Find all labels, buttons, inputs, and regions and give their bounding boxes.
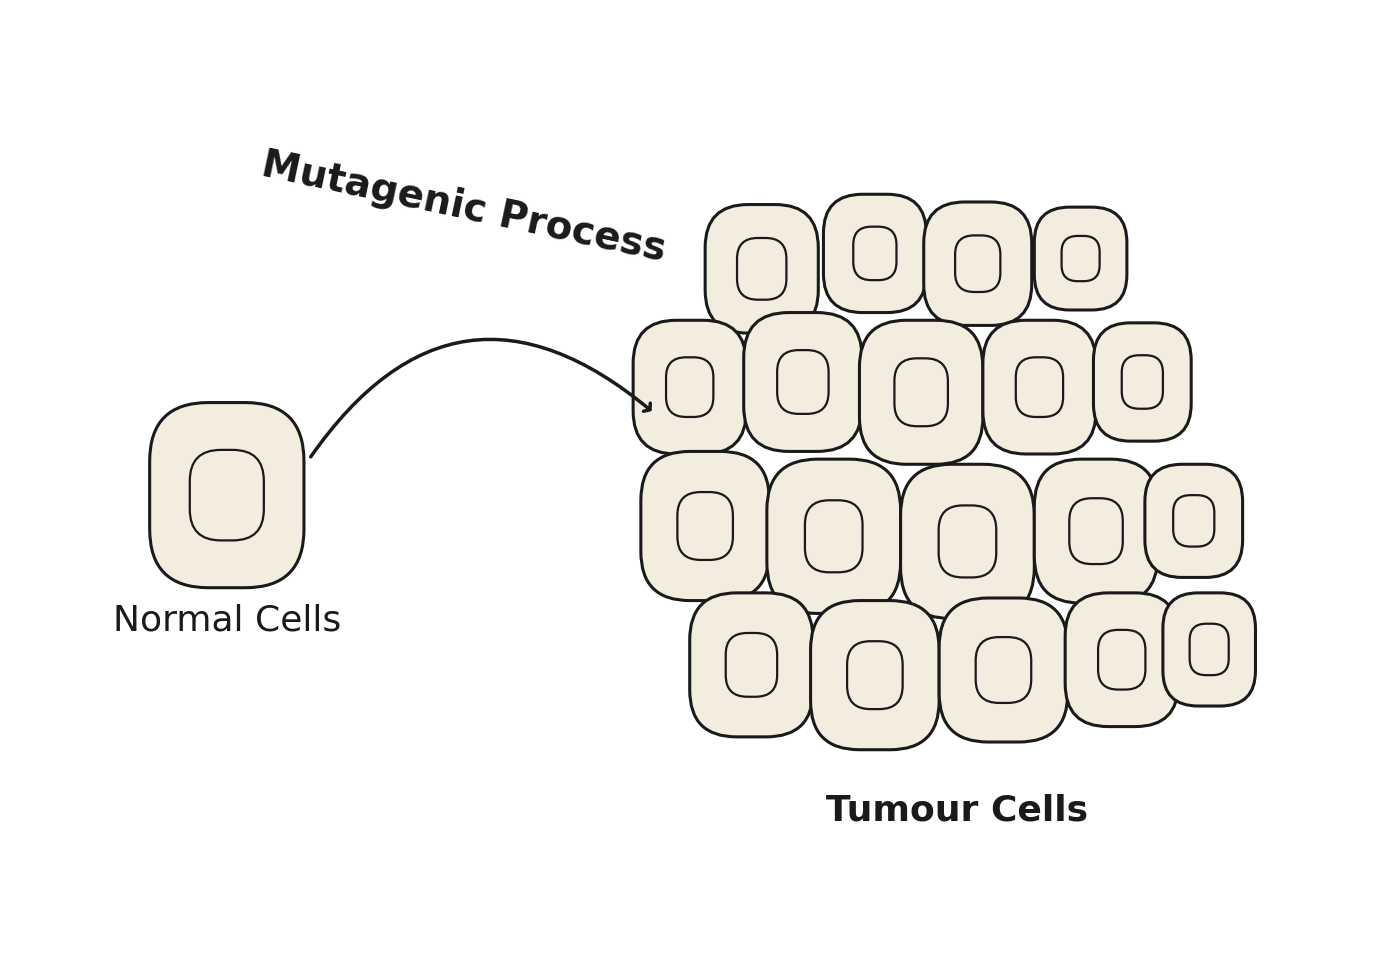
FancyBboxPatch shape: [955, 235, 1001, 292]
FancyBboxPatch shape: [853, 226, 896, 280]
FancyBboxPatch shape: [939, 598, 1068, 742]
FancyBboxPatch shape: [666, 358, 714, 416]
FancyBboxPatch shape: [1065, 593, 1179, 726]
Text: Mutagenic Process: Mutagenic Process: [258, 146, 669, 269]
FancyBboxPatch shape: [706, 205, 818, 333]
FancyBboxPatch shape: [150, 403, 304, 588]
FancyBboxPatch shape: [1121, 355, 1163, 409]
FancyBboxPatch shape: [1190, 623, 1229, 675]
FancyBboxPatch shape: [976, 637, 1032, 703]
Text: Tumour Cells: Tumour Cells: [826, 794, 1088, 827]
FancyBboxPatch shape: [1163, 593, 1256, 706]
FancyBboxPatch shape: [805, 500, 862, 572]
FancyBboxPatch shape: [1035, 207, 1127, 310]
FancyBboxPatch shape: [678, 492, 734, 560]
FancyBboxPatch shape: [1070, 498, 1123, 564]
FancyBboxPatch shape: [1098, 630, 1145, 690]
Text: Normal Cells: Normal Cells: [112, 603, 342, 637]
FancyBboxPatch shape: [1093, 322, 1191, 441]
FancyBboxPatch shape: [633, 320, 746, 454]
FancyBboxPatch shape: [938, 506, 997, 577]
FancyBboxPatch shape: [900, 465, 1035, 618]
FancyBboxPatch shape: [1173, 495, 1214, 547]
FancyBboxPatch shape: [895, 359, 948, 426]
FancyBboxPatch shape: [736, 238, 787, 300]
FancyBboxPatch shape: [641, 452, 770, 601]
FancyBboxPatch shape: [860, 320, 983, 465]
FancyBboxPatch shape: [777, 350, 829, 414]
FancyBboxPatch shape: [924, 202, 1032, 325]
FancyBboxPatch shape: [1145, 465, 1243, 577]
FancyBboxPatch shape: [847, 641, 903, 710]
FancyBboxPatch shape: [811, 601, 939, 750]
FancyBboxPatch shape: [823, 194, 927, 313]
FancyBboxPatch shape: [1016, 358, 1063, 416]
FancyBboxPatch shape: [767, 460, 900, 613]
FancyBboxPatch shape: [743, 313, 862, 452]
FancyBboxPatch shape: [1035, 460, 1158, 603]
FancyBboxPatch shape: [1061, 236, 1099, 281]
FancyBboxPatch shape: [190, 450, 263, 540]
FancyBboxPatch shape: [690, 593, 813, 737]
FancyBboxPatch shape: [725, 633, 777, 697]
FancyBboxPatch shape: [983, 320, 1096, 454]
